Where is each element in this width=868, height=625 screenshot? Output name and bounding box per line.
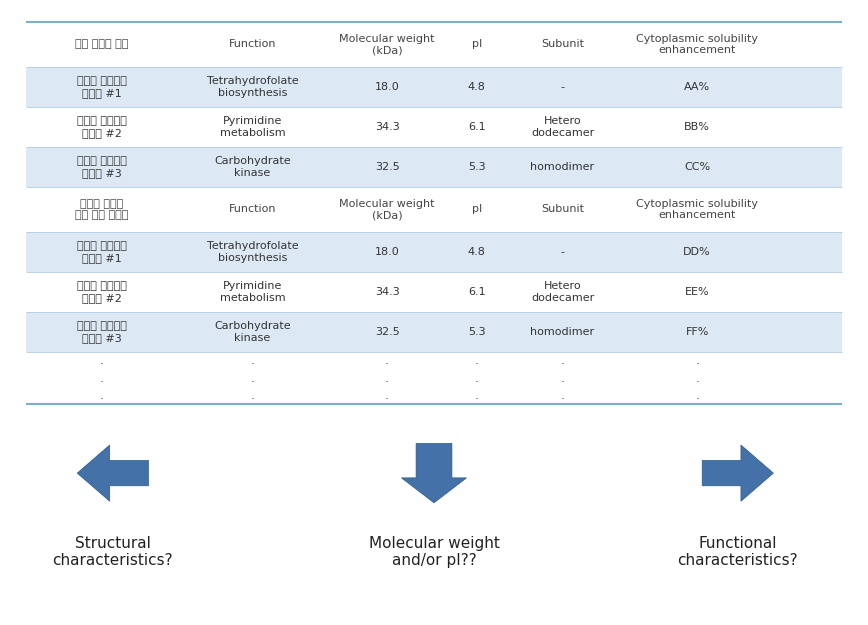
- Text: 34.3: 34.3: [375, 287, 399, 297]
- Polygon shape: [402, 444, 467, 503]
- Text: 고효율 폴딩유도
단백질 #1: 고효율 폴딩유도 단백질 #1: [76, 241, 127, 262]
- Text: Pyrimidine
metabolism: Pyrimidine metabolism: [220, 116, 286, 138]
- Bar: [26, 147, 842, 187]
- Text: .: .: [385, 389, 389, 402]
- Text: BB%: BB%: [684, 122, 710, 132]
- Text: .: .: [695, 372, 699, 384]
- Text: pI: pI: [471, 204, 482, 214]
- Text: 불용성 응집체
형성 외래 단백질: 불용성 응집체 형성 외래 단백질: [75, 199, 128, 220]
- Text: homodimer: homodimer: [530, 327, 595, 337]
- Text: 5.3: 5.3: [468, 327, 486, 337]
- Text: .: .: [100, 389, 103, 402]
- Text: Subunit: Subunit: [541, 204, 584, 214]
- Text: .: .: [695, 354, 699, 367]
- Text: 고효율 폴딩유도
단백질 #3: 고효율 폴딩유도 단백질 #3: [76, 321, 127, 342]
- Text: 고효율 폴딩유도
단백질 #1: 고효율 폴딩유도 단백질 #1: [76, 76, 127, 98]
- Text: 5.3: 5.3: [468, 162, 486, 172]
- Text: 32.5: 32.5: [375, 327, 399, 337]
- Text: 18.0: 18.0: [375, 247, 399, 257]
- Text: .: .: [251, 354, 254, 367]
- Text: -: -: [561, 247, 564, 257]
- Text: Molecular weight
(kDa): Molecular weight (kDa): [339, 199, 435, 220]
- Text: 고효율 폴딩유도
단백질 #3: 고효율 폴딩유도 단백질 #3: [76, 156, 127, 178]
- Text: Hetero
dodecamer: Hetero dodecamer: [531, 116, 594, 138]
- Text: AA%: AA%: [684, 82, 710, 92]
- Text: 34.3: 34.3: [375, 122, 399, 132]
- Text: Molecular weight
and/or pI??: Molecular weight and/or pI??: [369, 536, 499, 568]
- Text: Functional
characteristics?: Functional characteristics?: [678, 536, 798, 568]
- Text: Molecular weight
(kDa): Molecular weight (kDa): [339, 34, 435, 55]
- Text: Tetrahydrofolate
biosynthesis: Tetrahydrofolate biosynthesis: [207, 241, 299, 262]
- Text: 6.1: 6.1: [468, 122, 486, 132]
- Text: .: .: [385, 354, 389, 367]
- Polygon shape: [702, 445, 773, 501]
- Text: .: .: [561, 389, 564, 402]
- Text: .: .: [695, 389, 699, 402]
- Text: 4.8: 4.8: [468, 82, 486, 92]
- Text: 고효율 폴딩유도
단백질 #2: 고효율 폴딩유도 단백질 #2: [76, 116, 127, 138]
- Text: 32.5: 32.5: [375, 162, 399, 172]
- Bar: [26, 232, 842, 272]
- Text: Pyrimidine
metabolism: Pyrimidine metabolism: [220, 281, 286, 302]
- Bar: [26, 22, 842, 67]
- Text: Tetrahydrofolate
biosynthesis: Tetrahydrofolate biosynthesis: [207, 76, 299, 98]
- Text: .: .: [561, 372, 564, 384]
- Text: CC%: CC%: [684, 162, 710, 172]
- Text: .: .: [561, 354, 564, 367]
- Text: .: .: [385, 372, 389, 384]
- Bar: [26, 369, 842, 387]
- Text: .: .: [251, 372, 254, 384]
- Text: .: .: [251, 389, 254, 402]
- Bar: [26, 67, 842, 107]
- Bar: [26, 272, 842, 312]
- Text: Function: Function: [228, 204, 276, 214]
- Text: FF%: FF%: [686, 327, 709, 337]
- Text: 6.1: 6.1: [468, 287, 486, 297]
- Text: Carbohydrate
kinase: Carbohydrate kinase: [214, 321, 291, 342]
- Text: Cytoplasmic solubility
enhancement: Cytoplasmic solubility enhancement: [636, 34, 758, 55]
- Bar: [26, 387, 842, 404]
- Text: .: .: [475, 372, 479, 384]
- Text: Subunit: Subunit: [541, 39, 584, 49]
- Text: Carbohydrate
kinase: Carbohydrate kinase: [214, 156, 291, 178]
- Bar: [26, 352, 842, 369]
- Text: 고효율 폴딩유도
단백질 #2: 고효율 폴딩유도 단백질 #2: [76, 281, 127, 302]
- Text: Structural
characteristics?: Structural characteristics?: [53, 536, 173, 568]
- Text: 4.8: 4.8: [468, 247, 486, 257]
- Text: homodimer: homodimer: [530, 162, 595, 172]
- Text: .: .: [100, 354, 103, 367]
- Text: .: .: [475, 354, 479, 367]
- Polygon shape: [77, 445, 148, 501]
- Text: 신규 단백질 후보: 신규 단백질 후보: [75, 39, 128, 49]
- Bar: [26, 312, 842, 352]
- Text: .: .: [100, 372, 103, 384]
- Text: 18.0: 18.0: [375, 82, 399, 92]
- Text: Function: Function: [228, 39, 276, 49]
- Bar: [26, 107, 842, 147]
- Text: -: -: [561, 82, 564, 92]
- Text: Hetero
dodecamer: Hetero dodecamer: [531, 281, 594, 302]
- Text: DD%: DD%: [683, 247, 711, 257]
- Bar: [26, 187, 842, 232]
- Text: pI: pI: [471, 39, 482, 49]
- Text: Cytoplasmic solubility
enhancement: Cytoplasmic solubility enhancement: [636, 199, 758, 220]
- Text: .: .: [475, 389, 479, 402]
- Text: EE%: EE%: [685, 287, 709, 297]
